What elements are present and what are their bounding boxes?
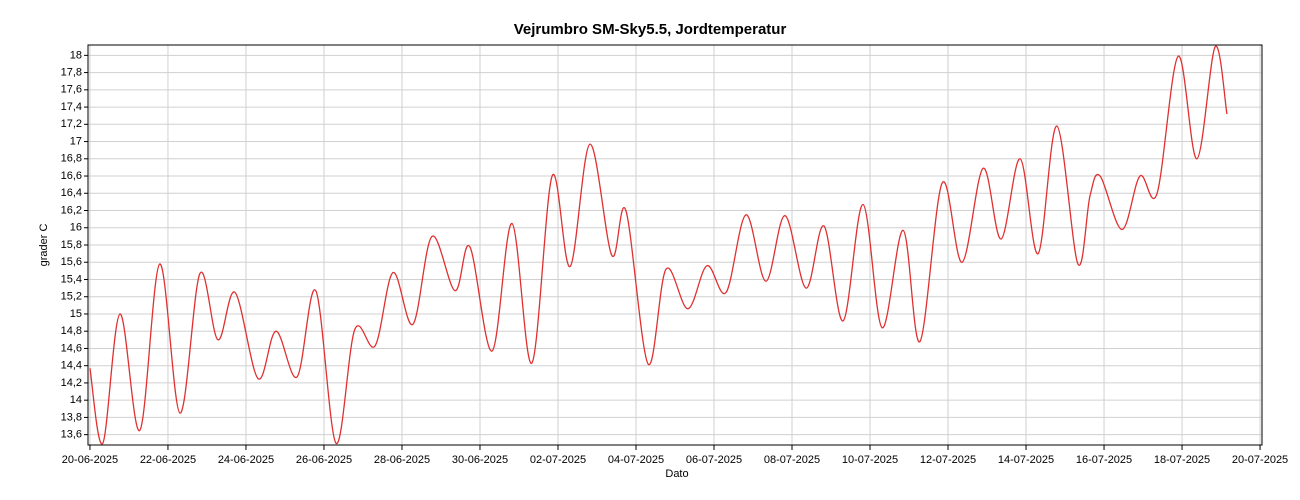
x-tick-label: 18-07-2025 (1154, 454, 1210, 466)
y-tick-label: 16,4 (61, 187, 82, 199)
x-tick-label: 22-06-2025 (140, 454, 196, 466)
y-tick-label: 16 (70, 222, 82, 234)
x-tick-label: 04-07-2025 (608, 454, 664, 466)
x-tick-label: 12-07-2025 (920, 454, 976, 466)
x-axis-label: Dato (665, 468, 688, 480)
y-tick-label: 16,6 (61, 170, 82, 182)
y-tick-label: 13,8 (61, 411, 82, 423)
y-tick-label: 17,4 (61, 101, 82, 113)
y-tick-label: 16,2 (61, 204, 82, 216)
y-tick-label: 14,4 (61, 360, 82, 372)
y-axis-label: grader C (38, 224, 50, 267)
y-tick-label: 15 (70, 308, 82, 320)
data-line (89, 45, 1228, 445)
x-tick-label: 28-06-2025 (374, 454, 430, 466)
y-tick-label: 14,8 (61, 325, 82, 337)
y-tick-label: 18 (70, 49, 82, 61)
chart-title: Vejrumbro SM-Sky5.5, Jordtemperatur (514, 21, 787, 38)
y-tick-label: 14 (70, 394, 82, 406)
x-tick-label: 08-07-2025 (764, 454, 820, 466)
x-tick-label: 20-07-2025 (1232, 454, 1288, 466)
y-tick-label: 15,2 (61, 291, 82, 303)
x-tick-label: 14-07-2025 (998, 454, 1054, 466)
y-tick-label: 17,6 (61, 84, 82, 96)
y-tick-label: 17 (70, 135, 82, 147)
plot-frame (87, 44, 1263, 446)
x-tick-label: 16-07-2025 (1076, 454, 1132, 466)
x-tick-label: 24-06-2025 (218, 454, 274, 466)
y-tick-label: 14,6 (61, 342, 82, 354)
x-tick-label: 10-07-2025 (842, 454, 898, 466)
y-tick-label: 17,2 (61, 118, 82, 130)
y-tick-label: 16,8 (61, 153, 82, 165)
y-tick-label: 14,2 (61, 377, 82, 389)
y-tick-label: 15,6 (61, 256, 82, 268)
x-tick-label: 06-07-2025 (686, 454, 742, 466)
x-tick-label: 30-06-2025 (452, 454, 508, 466)
y-tick-label: 13,6 (61, 429, 82, 441)
y-tick-label: 15,4 (61, 273, 82, 285)
x-tick-label: 20-06-2025 (62, 454, 118, 466)
y-tick-label: 17,8 (61, 66, 82, 78)
x-tick-label: 26-06-2025 (296, 454, 352, 466)
y-tick-label: 15,8 (61, 239, 82, 251)
x-tick-label: 02-07-2025 (530, 454, 586, 466)
